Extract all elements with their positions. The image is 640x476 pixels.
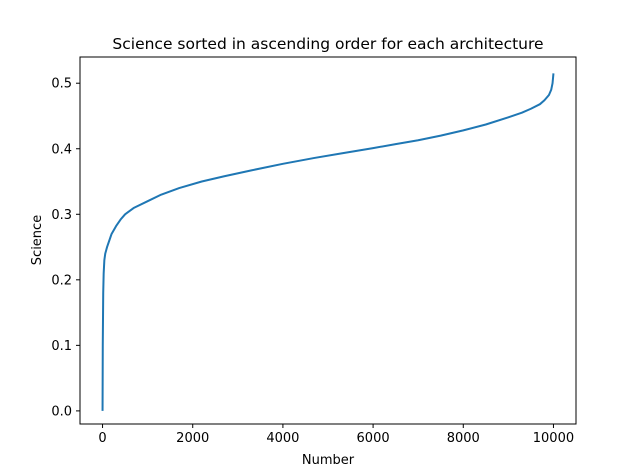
x-tick-label: 8000 <box>447 431 480 446</box>
x-tick-label: 0 <box>98 431 106 446</box>
y-axis: 0.0 0.1 0.2 0.3 0.4 0.5 <box>51 77 80 419</box>
x-tick-label: 4000 <box>266 431 299 446</box>
y-tick-label: 0.2 <box>51 273 72 288</box>
y-axis-label: Science <box>30 215 45 265</box>
y-tick-label: 0.1 <box>51 339 72 354</box>
y-tick-label: 0.0 <box>51 404 72 419</box>
x-axis-label: Number <box>302 453 355 468</box>
x-tick-label: 10000 <box>533 431 574 446</box>
plot-area <box>101 73 555 411</box>
y-tick-label: 0.3 <box>51 208 72 223</box>
y-tick-label: 0.5 <box>51 77 72 92</box>
axes-frame <box>79 56 577 425</box>
x-tick-label: 2000 <box>176 431 209 446</box>
y-tick-label: 0.4 <box>51 142 72 157</box>
x-axis: 0 2000 4000 6000 8000 10000 <box>98 424 574 446</box>
x-tick-label: 6000 <box>357 431 390 446</box>
series-line-0 <box>101 73 555 411</box>
chart-title: Science sorted in ascending order for ea… <box>112 35 543 53</box>
